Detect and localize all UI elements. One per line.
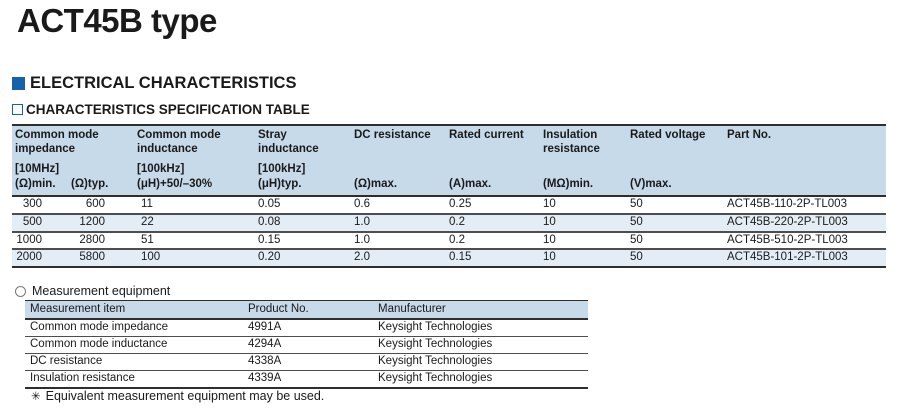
table-row: 1000 2800 51 0.15 1.0 0.2 10 50 ACT45B-5… bbox=[12, 231, 886, 250]
cell-cm-impedance-typ: 5800 bbox=[79, 251, 105, 264]
column-header: Part No. bbox=[721, 125, 886, 163]
cell-rated-current: 0.15 bbox=[449, 251, 472, 264]
table-row: 300 600 11 0.05 0.6 0.25 10 50 ACT45B-11… bbox=[12, 196, 886, 214]
cell-insulation-resistance: 10 bbox=[543, 233, 556, 246]
cell-cm-impedance-typ: 2800 bbox=[79, 233, 105, 246]
cell-measurement-item: Common mode impedance bbox=[30, 321, 169, 333]
cell-cm-impedance-min: 500 bbox=[22, 215, 42, 228]
table-row: 500 1200 22 0.08 1.0 0.2 10 50 ACT45B-22… bbox=[12, 213, 886, 232]
cell-cm-impedance-typ: 600 bbox=[85, 198, 105, 210]
cell-insulation-resistance: 10 bbox=[543, 215, 556, 228]
cell-rated-voltage: 50 bbox=[630, 251, 643, 264]
cell-manufacturer: Keysight Technologies bbox=[378, 354, 493, 367]
page-title: ACT45B type bbox=[17, 2, 217, 39]
circle-bullet-icon bbox=[15, 285, 26, 297]
measurement-equipment-table: Measurement item Product No. Manufacture… bbox=[25, 300, 588, 389]
spec-header-units-row: (Ω)min. (Ω)typ. (μH)+50/–30% (μH)typ. (Ω… bbox=[12, 177, 886, 196]
table-row: DC resistance 4338A Keysight Technologie… bbox=[25, 353, 588, 370]
column-header: Insulation resistance bbox=[537, 125, 624, 163]
cell-stray-inductance: 0.05 bbox=[258, 198, 281, 210]
cell-rated-current: 0.2 bbox=[449, 233, 465, 246]
cell-stray-inductance: 0.08 bbox=[258, 215, 281, 228]
column-header: Stray inductance bbox=[252, 125, 348, 163]
cell-manufacturer: Keysight Technologies bbox=[378, 371, 493, 384]
cell-measurement-item: Insulation resistance bbox=[30, 371, 135, 384]
subsection-heading-label: CHARACTERISTICS SPECIFICATION TABLE bbox=[26, 102, 310, 117]
column-header: Common mode inductance bbox=[125, 125, 252, 163]
unit-label: (Ω)min. bbox=[12, 177, 57, 196]
cell-cm-impedance-min: 1000 bbox=[16, 233, 42, 246]
cell-rated-current: 0.25 bbox=[449, 198, 472, 210]
cell-part-no: ACT45B-101-2P-TL003 bbox=[727, 251, 848, 264]
column-header-product-no: Product No. bbox=[243, 300, 373, 319]
cell-rated-voltage: 50 bbox=[630, 233, 643, 246]
cell-part-no: ACT45B-510-2P-TL003 bbox=[727, 233, 848, 246]
cell-dc-resistance: 2.0 bbox=[354, 251, 370, 264]
unit-label: (A)max. bbox=[443, 177, 537, 196]
cell-product-no: 4294A bbox=[248, 337, 282, 350]
section-electrical-characteristics: ELECTRICAL CHARACTERISTICS bbox=[12, 74, 296, 93]
column-header-measurement-item: Measurement item bbox=[25, 300, 243, 319]
cell-cm-inductance: 100 bbox=[141, 251, 161, 264]
cell-product-no: 4338A bbox=[248, 354, 282, 367]
measurement-header-row: Measurement item Product No. Manufacture… bbox=[25, 300, 588, 319]
cell-rated-current: 0.2 bbox=[449, 215, 465, 228]
spec-header-condition-row: [10MHz] [100kHz] [100kHz] bbox=[12, 163, 886, 177]
cell-cm-inductance: 11 bbox=[141, 198, 153, 210]
equivalence-footnote: ✳ Equivalent measurement equipment may b… bbox=[31, 389, 324, 403]
cell-measurement-item: DC resistance bbox=[30, 354, 103, 367]
table-row: Common mode impedance 4991A Keysight Tec… bbox=[25, 319, 588, 336]
cell-cm-impedance-typ: 1200 bbox=[79, 215, 105, 228]
unit-label: (Ω)max. bbox=[348, 177, 443, 196]
cell-cm-inductance: 22 bbox=[141, 215, 154, 228]
cell-insulation-resistance: 10 bbox=[543, 198, 556, 210]
cell-rated-voltage: 50 bbox=[630, 215, 643, 228]
test-condition: [100kHz] bbox=[252, 163, 348, 177]
unit-label: (MΩ)min. bbox=[537, 177, 624, 196]
unit-label: (Ω)typ. bbox=[57, 177, 125, 196]
spec-header-names-row: Common mode impedance Common mode induct… bbox=[12, 125, 886, 163]
test-condition: [100kHz] bbox=[125, 163, 252, 177]
cell-dc-resistance: 0.6 bbox=[354, 198, 370, 210]
column-header-manufacturer: Manufacturer bbox=[373, 300, 588, 319]
column-header: DC resistance bbox=[348, 125, 443, 163]
measurement-equipment-heading: Measurement equipment bbox=[15, 284, 170, 298]
measurement-heading-label: Measurement equipment bbox=[32, 284, 171, 298]
footnote-text: Equivalent measurement equipment may be … bbox=[45, 389, 325, 403]
cell-manufacturer: Keysight Technologies bbox=[378, 321, 493, 333]
filled-square-bullet-icon bbox=[12, 77, 25, 90]
unit-label: (μH)+50/–30% bbox=[125, 177, 252, 196]
cell-manufacturer: Keysight Technologies bbox=[378, 337, 493, 350]
cell-product-no: 4339A bbox=[248, 371, 282, 384]
cell-stray-inductance: 0.20 bbox=[258, 251, 281, 264]
cell-part-no: ACT45B-220-2P-TL003 bbox=[727, 215, 848, 228]
characteristics-specification-table: Common mode impedance Common mode induct… bbox=[12, 124, 886, 269]
test-condition: [10MHz] bbox=[12, 163, 125, 177]
cell-part-no: ACT45B-110-2P-TL003 bbox=[727, 198, 847, 210]
cell-cm-impedance-min: 2000 bbox=[16, 251, 42, 264]
unit-label: (V)max. bbox=[624, 177, 721, 196]
cell-cm-impedance-min: 300 bbox=[22, 198, 42, 210]
table-row: Common mode inductance 4294A Keysight Te… bbox=[25, 336, 588, 353]
table-row: Insulation resistance 4339A Keysight Tec… bbox=[25, 370, 588, 387]
cell-dc-resistance: 1.0 bbox=[354, 215, 370, 228]
unit-label: (μH)typ. bbox=[252, 177, 348, 196]
cell-rated-voltage: 50 bbox=[630, 198, 643, 210]
column-header: Rated voltage bbox=[624, 125, 721, 163]
cell-product-no: 4991A bbox=[248, 321, 282, 333]
column-header: Rated current bbox=[443, 125, 537, 163]
column-header: Common mode impedance bbox=[12, 125, 125, 163]
section-heading-label: ELECTRICAL CHARACTERISTICS bbox=[30, 74, 297, 92]
cell-insulation-resistance: 10 bbox=[543, 251, 556, 264]
cell-measurement-item: Common mode inductance bbox=[30, 337, 168, 350]
cell-cm-inductance: 51 bbox=[141, 233, 154, 246]
outlined-square-bullet-icon bbox=[12, 104, 23, 115]
cell-dc-resistance: 1.0 bbox=[354, 233, 370, 246]
table-row: 2000 5800 100 0.20 2.0 0.15 10 50 ACT45B… bbox=[12, 249, 886, 268]
cell-stray-inductance: 0.15 bbox=[258, 233, 281, 246]
section-specification-table: CHARACTERISTICS SPECIFICATION TABLE bbox=[12, 102, 310, 117]
reference-mark-icon: ✳ bbox=[31, 389, 41, 403]
